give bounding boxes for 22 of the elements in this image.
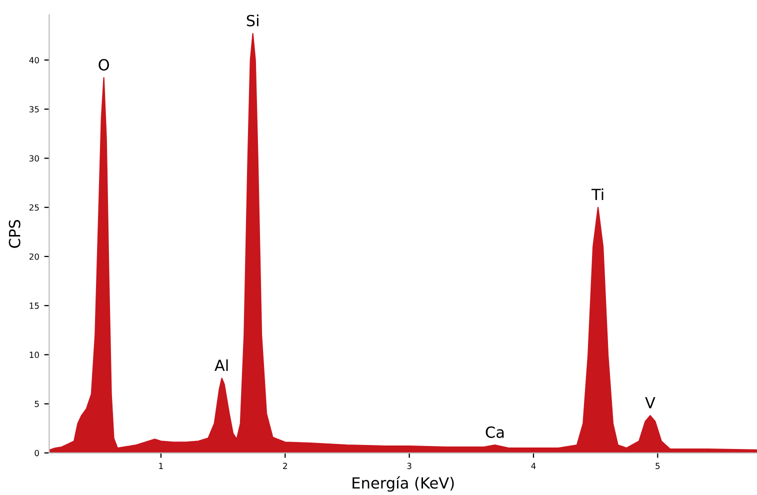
y-axis-title: CPS: [8, 220, 20, 248]
x-tick-label: 5: [656, 462, 660, 470]
x-tick-label: 1: [159, 462, 163, 469]
annotation: Si: [246, 14, 258, 26]
x-tick-label: 3: [407, 462, 412, 470]
y-tick-label: 25: [29, 204, 39, 211]
y-tick-label: 30: [30, 155, 39, 162]
y-tick-label: 20: [29, 253, 39, 260]
annotation: Ti: [591, 188, 604, 200]
x-tick-label: 4: [531, 462, 536, 469]
y-tick-label: 40: [29, 57, 39, 64]
y-tick-label: 5: [34, 400, 39, 408]
x-axis-title: Energía (KeV): [352, 476, 454, 492]
y-tick-label: 35: [30, 106, 39, 112]
annotation: V: [645, 397, 656, 408]
annotation: O: [98, 59, 109, 71]
x-tick-label: 2: [283, 462, 287, 469]
annotation: Al: [214, 359, 228, 371]
y-tick-label: 0: [34, 450, 39, 456]
y-tick-label: 15: [30, 302, 39, 309]
y-tick-label: 10: [30, 352, 39, 358]
annotation: Ca: [486, 426, 504, 438]
